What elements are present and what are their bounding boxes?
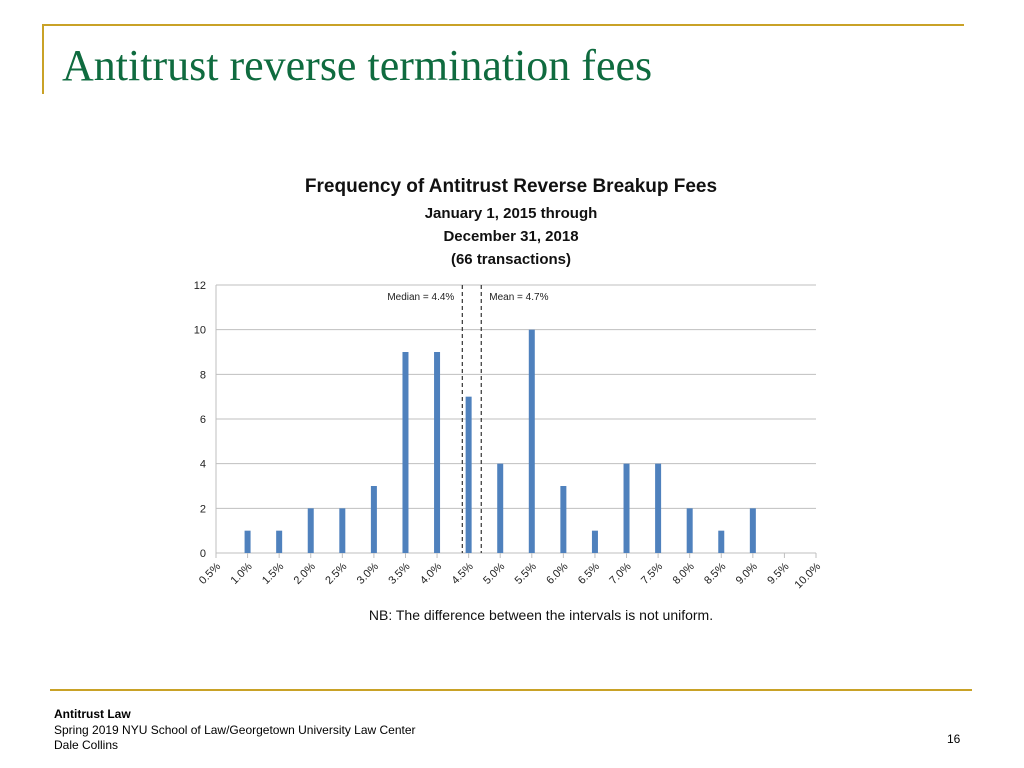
bar-3.5% <box>402 352 409 553</box>
x-tick-label: 8.0% <box>671 560 697 586</box>
bar-4.5% <box>465 396 472 553</box>
x-tick-label: 1.0% <box>228 560 254 586</box>
bar-5.0% <box>497 463 504 553</box>
x-tick-label: 9.0% <box>734 560 760 586</box>
bar-8.5% <box>718 530 725 553</box>
page-number: 16 <box>947 732 961 746</box>
footer-term: Spring 2019 NYU School of Law/Georgetown… <box>54 723 416 737</box>
footer-author: Dale Collins <box>54 738 119 752</box>
bar-3.0% <box>370 486 377 553</box>
x-tick-label: 6.0% <box>544 560 570 586</box>
chart-subtitle-line-3: (66 transactions) <box>451 251 571 268</box>
x-tick-label: 4.5% <box>450 560 476 586</box>
median-label: Median = 4.4% <box>387 292 454 303</box>
breakup-fee-frequency-chart: Frequency of Antitrust Reverse Breakup F… <box>194 176 824 591</box>
x-tick-label: 2.5% <box>323 560 349 586</box>
bar-6.0% <box>560 486 567 553</box>
bar-5.5% <box>528 329 535 553</box>
chart-subtitle-line-2: December 31, 2018 <box>443 228 578 245</box>
x-tick-label: 4.0% <box>418 560 444 586</box>
mean-label: Mean = 4.7% <box>489 292 548 303</box>
x-tick-label: 8.5% <box>702 560 728 586</box>
y-tick-label: 2 <box>200 503 206 515</box>
x-tick-label: 5.0% <box>481 560 507 586</box>
x-tick-label: 1.5% <box>260 560 286 586</box>
bar-4.0% <box>434 352 441 553</box>
bar-2.0% <box>307 508 314 553</box>
y-tick-label: 10 <box>194 325 206 337</box>
x-tick-label: 7.0% <box>607 560 633 586</box>
bar-7.5% <box>655 463 662 553</box>
bar-6.5% <box>591 530 598 553</box>
bar-1.0% <box>244 530 251 553</box>
chart-subtitle-line-1: January 1, 2015 through <box>425 205 598 222</box>
x-tick-label: 2.0% <box>292 560 318 586</box>
x-tick-label: 7.5% <box>639 560 665 586</box>
x-tick-label: 5.5% <box>513 560 539 586</box>
y-tick-label: 0 <box>200 548 206 560</box>
y-tick-label: 12 <box>194 280 206 292</box>
x-tick-label: 6.5% <box>576 560 602 586</box>
y-tick-label: 4 <box>200 459 206 471</box>
footer-course: Antitrust Law <box>54 707 131 721</box>
title-side-rule <box>42 24 44 94</box>
x-tick-label: 3.5% <box>386 560 412 586</box>
x-tick-label: 9.5% <box>765 560 791 586</box>
bar-1.5% <box>276 530 283 553</box>
y-tick-label: 6 <box>200 414 206 426</box>
x-tick-label: 0.5% <box>197 560 223 586</box>
x-tick-label: 3.0% <box>355 560 381 586</box>
y-tick-label: 8 <box>200 369 206 381</box>
chart-container: Frequency of Antitrust Reverse Breakup F… <box>180 165 840 605</box>
bar-7.0% <box>623 463 630 553</box>
interval-note: NB: The difference between the intervals… <box>368 607 714 623</box>
bar-2.5% <box>339 508 346 553</box>
chart-title: Frequency of Antitrust Reverse Breakup F… <box>305 176 717 197</box>
x-tick-label: 10.0% <box>793 560 824 591</box>
bottom-accent-rule <box>50 689 972 691</box>
bar-9.0% <box>749 508 756 553</box>
slide-title: Antitrust reverse termination fees <box>62 41 653 90</box>
top-accent-rule <box>42 24 964 26</box>
bar-8.0% <box>686 508 693 553</box>
